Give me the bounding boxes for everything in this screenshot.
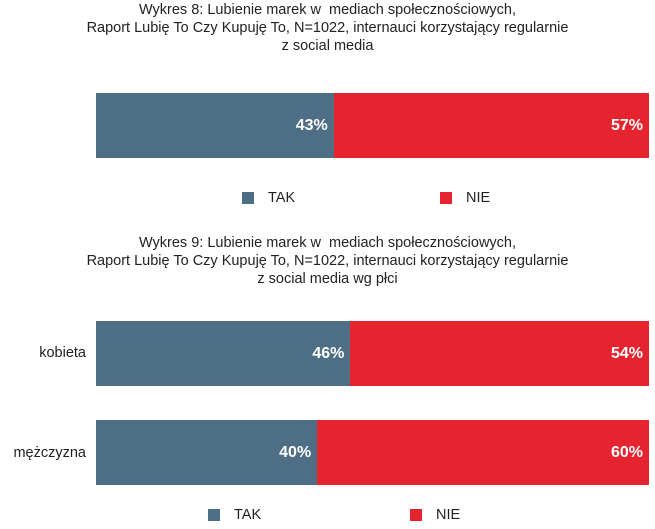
chart8-title: Wykres 8: Lubienie marek w mediach społe… (0, 1, 655, 55)
chart8-label-tak: 43% (295, 116, 328, 134)
chart9-bar-row-mezczyzna: 40% 60% (96, 420, 649, 485)
chart9-bar-row-kobieta: 46% 54% (96, 321, 649, 386)
chart8-title-line-3: z social media (281, 38, 374, 54)
chart8-title-line-1: Wykres 8: Lubienie marek w mediach społe… (138, 2, 517, 18)
legend-label-tak: TAK (268, 190, 296, 206)
legend-swatch-nie (440, 192, 452, 204)
chart9-label-mezczyzna-nie: 60% (610, 443, 643, 461)
chart8-bar-nie: 57% (333, 93, 649, 158)
chart8-bar-tak: 43% (96, 93, 334, 158)
category-label-kobieta: kobieta (39, 345, 86, 361)
chart9-legend-nie: NIE (410, 507, 460, 523)
category-label-mezczyzna: mężczyzna (13, 445, 86, 461)
chart9-bar-kobieta-tak: 46% (96, 321, 351, 386)
legend-swatch-tak-2 (208, 509, 220, 521)
legend-label-nie-2: NIE (436, 507, 461, 523)
chart8-title-line-2: Raport Lubię To Czy Kupuję To, N=1022, i… (86, 20, 569, 36)
chart9-title-line-3: z social media wg płci (257, 271, 398, 287)
legend-swatch-nie-2 (410, 509, 422, 521)
chart9-title-line-1: Wykres 9: Lubienie marek w mediach społe… (138, 235, 517, 251)
chart8-label-nie: 57% (610, 116, 643, 134)
chart9-title: Wykres 9: Lubienie marek w mediach społe… (0, 234, 655, 288)
legend-label-tak-2: TAK (234, 507, 262, 523)
chart9-bar-mezczyzna-nie: 60% (317, 420, 649, 485)
chart8-legend-tak: TAK (242, 190, 295, 206)
chart9-label-kobieta-nie: 54% (610, 344, 643, 362)
chart9-label-kobieta-tak: 46% (312, 344, 345, 362)
chart8-legend-nie: NIE (440, 190, 490, 206)
legend-swatch-tak (242, 192, 254, 204)
chart9-bar-kobieta-nie: 54% (350, 321, 649, 386)
chart8-bar-row: 43% 57% (96, 93, 649, 158)
legend-label-nie: NIE (466, 190, 491, 206)
chart9-label-mezczyzna-tak: 40% (279, 443, 312, 461)
chart9-legend-tak: TAK (208, 507, 261, 523)
chart9-title-line-2: Raport Lubię To Czy Kupuję To, N=1022, i… (86, 253, 569, 269)
chart9-bar-mezczyzna-tak: 40% (96, 420, 318, 485)
